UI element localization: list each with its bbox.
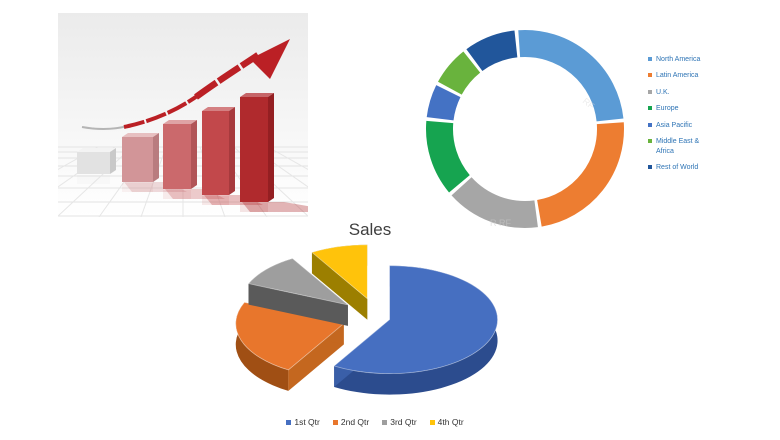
legend-item: U.K.: [648, 88, 706, 97]
donut-segment-north-america: [518, 30, 624, 122]
donut-segment-u-k-: [451, 176, 538, 228]
growth-bar-1: [77, 148, 116, 184]
red-growth-bars: [77, 93, 308, 212]
rising-arrow: [81, 39, 290, 131]
legend-swatch: [648, 122, 652, 127]
legend-swatch: [332, 419, 338, 425]
growth-bar-4: [202, 107, 263, 205]
legend-label: Latin America: [656, 72, 699, 80]
donut-segment-rest-of-world: [466, 30, 518, 72]
legend-item: 3rd Qtr: [382, 417, 417, 427]
donut-segment-europe: [426, 120, 471, 193]
pie-chart-title: Sales: [348, 220, 392, 239]
donut-segment-asia-pacific: [426, 85, 461, 121]
legend-swatch: [648, 57, 652, 61]
legend-label: North America: [656, 56, 701, 63]
legend-item: Europe: [648, 104, 706, 113]
sales-pie-chart: [235, 244, 498, 395]
legend-swatch: [286, 419, 292, 425]
legend-swatch: [648, 106, 652, 111]
legend-item: Middle East & Africa: [648, 137, 706, 156]
pie-slice-4th-qtr: [311, 244, 368, 320]
pie-legend: 1st Qtr 2nd Qtr 3rd Qtr 4th Qtr: [215, 417, 535, 427]
legend-label: 4th Qtr: [437, 417, 464, 427]
watermark-text: R RF: [490, 218, 511, 228]
legend-label: 3rd Qtr: [390, 417, 417, 427]
donut-segment-middle-east-africa: [437, 51, 481, 96]
legend-label: Middle East & Africa: [656, 138, 700, 155]
legend-label: Europe: [656, 105, 679, 113]
legend-item: Latin America: [648, 71, 706, 80]
legend-swatch: [429, 419, 435, 425]
pie-slice-3rd-qtr: [247, 258, 349, 326]
legend-item: Asia Pacific: [648, 121, 706, 130]
legend-item: North America: [648, 55, 706, 64]
legend-item: Rest of World: [648, 163, 706, 172]
growth-bars-image: [58, 13, 308, 217]
legend-swatch: [648, 89, 652, 94]
pie-slice-2nd-qtr: [235, 301, 345, 391]
legend-item: 2nd Qtr: [332, 417, 370, 427]
legend-swatch: [648, 139, 652, 144]
growth-bar-3: [163, 120, 225, 199]
pie-slice-1st-qtr: [333, 265, 498, 395]
legend-label: 1st Qtr: [294, 417, 320, 427]
legend-swatch: [648, 73, 652, 78]
legend-label: Rest of World: [656, 164, 699, 172]
legend-label: 2nd Qtr: [340, 417, 370, 427]
donut-segment-latin-america: [536, 122, 624, 227]
growth-bar-5: [240, 93, 308, 212]
legend-label: Asia Pacific: [656, 121, 693, 129]
legend-item: 1st Qtr: [286, 417, 320, 427]
legend-swatch: [648, 165, 652, 170]
legend-label: U.K.: [656, 88, 670, 96]
legend-item: 4th Qtr: [429, 417, 464, 427]
donut-legend: North America Latin America U.K. Europe Asia…: [648, 55, 706, 180]
legend-swatch: [382, 419, 388, 425]
